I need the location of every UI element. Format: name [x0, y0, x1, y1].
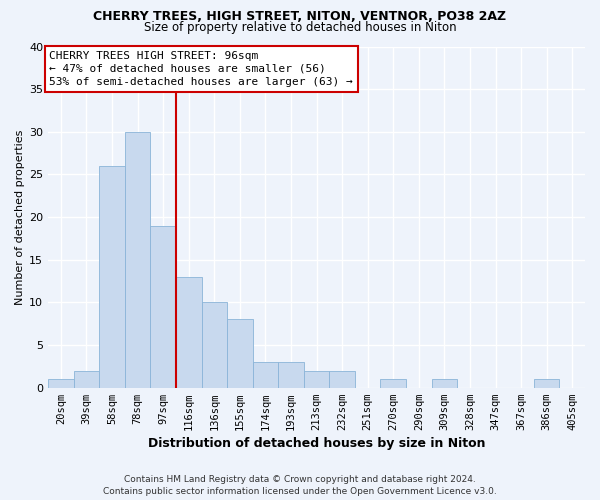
- X-axis label: Distribution of detached houses by size in Niton: Distribution of detached houses by size …: [148, 437, 485, 450]
- Bar: [99, 166, 125, 388]
- Bar: [253, 362, 278, 388]
- Text: Size of property relative to detached houses in Niton: Size of property relative to detached ho…: [143, 21, 457, 34]
- Bar: [48, 379, 74, 388]
- Bar: [278, 362, 304, 388]
- Bar: [202, 302, 227, 388]
- Bar: [151, 226, 176, 388]
- Bar: [329, 370, 355, 388]
- Bar: [380, 379, 406, 388]
- Text: Contains HM Land Registry data © Crown copyright and database right 2024.
Contai: Contains HM Land Registry data © Crown c…: [103, 474, 497, 496]
- Bar: [227, 320, 253, 388]
- Bar: [304, 370, 329, 388]
- Bar: [125, 132, 151, 388]
- Bar: [176, 277, 202, 388]
- Y-axis label: Number of detached properties: Number of detached properties: [15, 130, 25, 305]
- Text: CHERRY TREES HIGH STREET: 96sqm
← 47% of detached houses are smaller (56)
53% of: CHERRY TREES HIGH STREET: 96sqm ← 47% of…: [49, 51, 353, 87]
- Bar: [431, 379, 457, 388]
- Bar: [74, 370, 99, 388]
- Text: CHERRY TREES, HIGH STREET, NITON, VENTNOR, PO38 2AZ: CHERRY TREES, HIGH STREET, NITON, VENTNO…: [94, 10, 506, 23]
- Bar: [534, 379, 559, 388]
